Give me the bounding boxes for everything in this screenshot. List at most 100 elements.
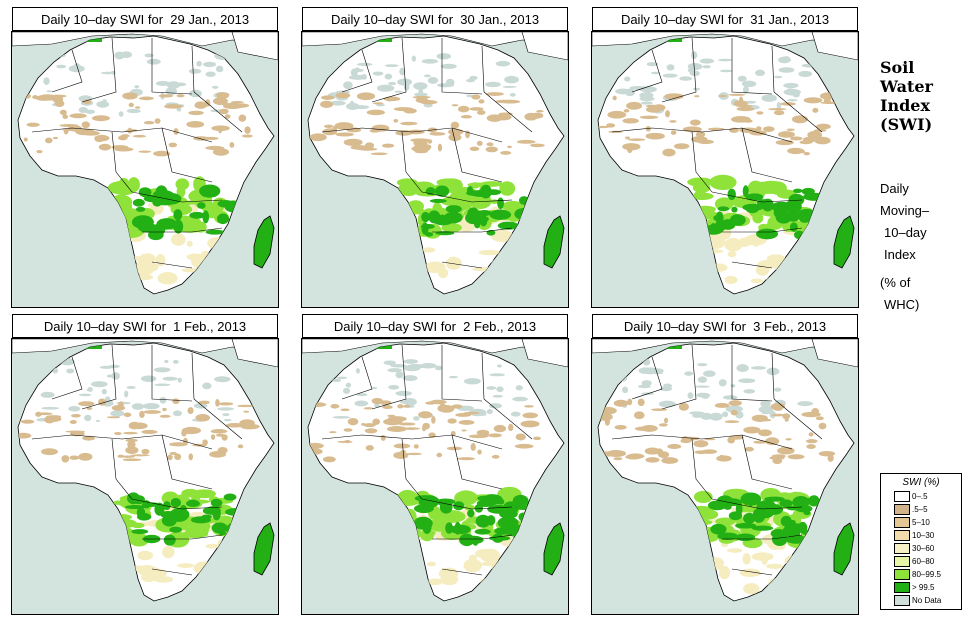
dry-patch (768, 107, 787, 111)
nodata-patch (399, 400, 414, 404)
dry-patch (500, 150, 512, 155)
country-border (31, 127, 213, 143)
arabia-land (811, 339, 858, 368)
nodata-patch (395, 390, 413, 396)
nodata-patch (797, 401, 813, 407)
nodata-patch (423, 74, 431, 78)
swi-legend: SWI (%) 0–.5 .5–5 5–10 10–30 30–60 60–80 80–99… (880, 473, 962, 610)
dry-patch (69, 420, 77, 425)
nodata-patch (761, 410, 772, 415)
dry-patch (81, 121, 90, 129)
dry-patch (243, 410, 250, 413)
dry-patch (372, 418, 381, 425)
europe-land (12, 339, 278, 354)
dry-patch (612, 95, 617, 101)
saturated-patch (740, 492, 762, 506)
nodata-patch (96, 100, 110, 108)
dry-patch (164, 104, 183, 109)
panel-title-1: Daily 10–day SWI for 29 Jan., 2013 (12, 7, 278, 31)
nodata-patch (718, 58, 733, 62)
nodata-patch (650, 71, 661, 75)
dry-patch (364, 428, 378, 434)
nodata-patch (463, 378, 481, 385)
dry-patch (407, 129, 425, 135)
dry-patch (522, 412, 538, 419)
moist-patch (157, 272, 178, 285)
dry-patch (176, 94, 185, 98)
map-panel-5 (301, 338, 569, 615)
wet-patch (687, 177, 714, 187)
dry-patch (637, 398, 645, 407)
dry-patch (448, 133, 462, 142)
saturated-patch (136, 512, 152, 521)
country-border (51, 49, 83, 93)
nodata-patch (687, 62, 703, 71)
dry-patch (158, 94, 174, 98)
nodata-patch (188, 68, 202, 74)
nodata-patch (738, 378, 756, 384)
dry-patch (322, 456, 336, 463)
nodata-patch (395, 371, 404, 379)
moist-patch (750, 278, 764, 284)
dry-patch (498, 112, 513, 116)
wet-patch (200, 523, 209, 536)
dry-patch (356, 92, 376, 101)
dry-patch (46, 415, 62, 418)
europe-land (12, 32, 278, 47)
nodata-patch (223, 418, 232, 422)
dry-patch (411, 145, 431, 152)
dry-patch (347, 417, 359, 426)
dry-patch (186, 120, 205, 128)
dry-patch (669, 120, 677, 123)
dry-patch (361, 423, 366, 426)
saturated-patch (793, 188, 803, 193)
saturated-patch (445, 205, 462, 213)
saturated-patch (170, 497, 182, 508)
wet-patch (501, 200, 525, 212)
country-border (151, 345, 193, 402)
dry-patch (372, 102, 384, 105)
dry-patch (172, 398, 180, 405)
country-border (161, 127, 213, 183)
nodata-patch (374, 403, 380, 408)
dry-patch (32, 95, 39, 100)
nodata-patch (502, 85, 517, 88)
nodata-patch (84, 414, 92, 422)
saturated-patch (413, 516, 433, 530)
dry-patch (625, 136, 631, 140)
nodata-patch (124, 390, 129, 398)
saturated-patch (474, 528, 491, 535)
nodata-patch (787, 99, 798, 102)
country-border (131, 191, 223, 203)
nodata-patch (154, 383, 171, 387)
dry-patch (639, 115, 659, 119)
dry-patch (386, 426, 407, 432)
dry-patch (728, 93, 746, 96)
saturated-patch (731, 206, 738, 213)
africa-map-3 (592, 32, 858, 307)
dry-patch (457, 457, 476, 461)
country-border (142, 227, 223, 233)
nodata-patch (486, 409, 493, 415)
africa-map-1 (12, 32, 278, 307)
dry-patch (787, 147, 805, 155)
saturated-patch (745, 193, 764, 201)
saturated-patch (186, 499, 199, 507)
dry-patch (773, 110, 785, 116)
panel-title-3: Daily 10–day SWI for 31 Jan., 2013 (592, 7, 858, 31)
dry-patch (451, 104, 459, 107)
dry-patch (814, 136, 831, 145)
legend-label: 5–10 (912, 518, 930, 527)
moist-patch (493, 229, 505, 240)
dry-patch (82, 435, 96, 441)
nodata-patch (709, 412, 723, 421)
nodata-patch (371, 386, 378, 390)
dry-patch (730, 409, 738, 416)
dry-patch (83, 99, 92, 105)
dry-patch (775, 139, 794, 146)
nodata-patch (177, 377, 182, 383)
country-border (691, 438, 713, 500)
wet-patch (767, 181, 787, 195)
dry-patch (787, 454, 805, 460)
dry-patch (695, 131, 706, 138)
